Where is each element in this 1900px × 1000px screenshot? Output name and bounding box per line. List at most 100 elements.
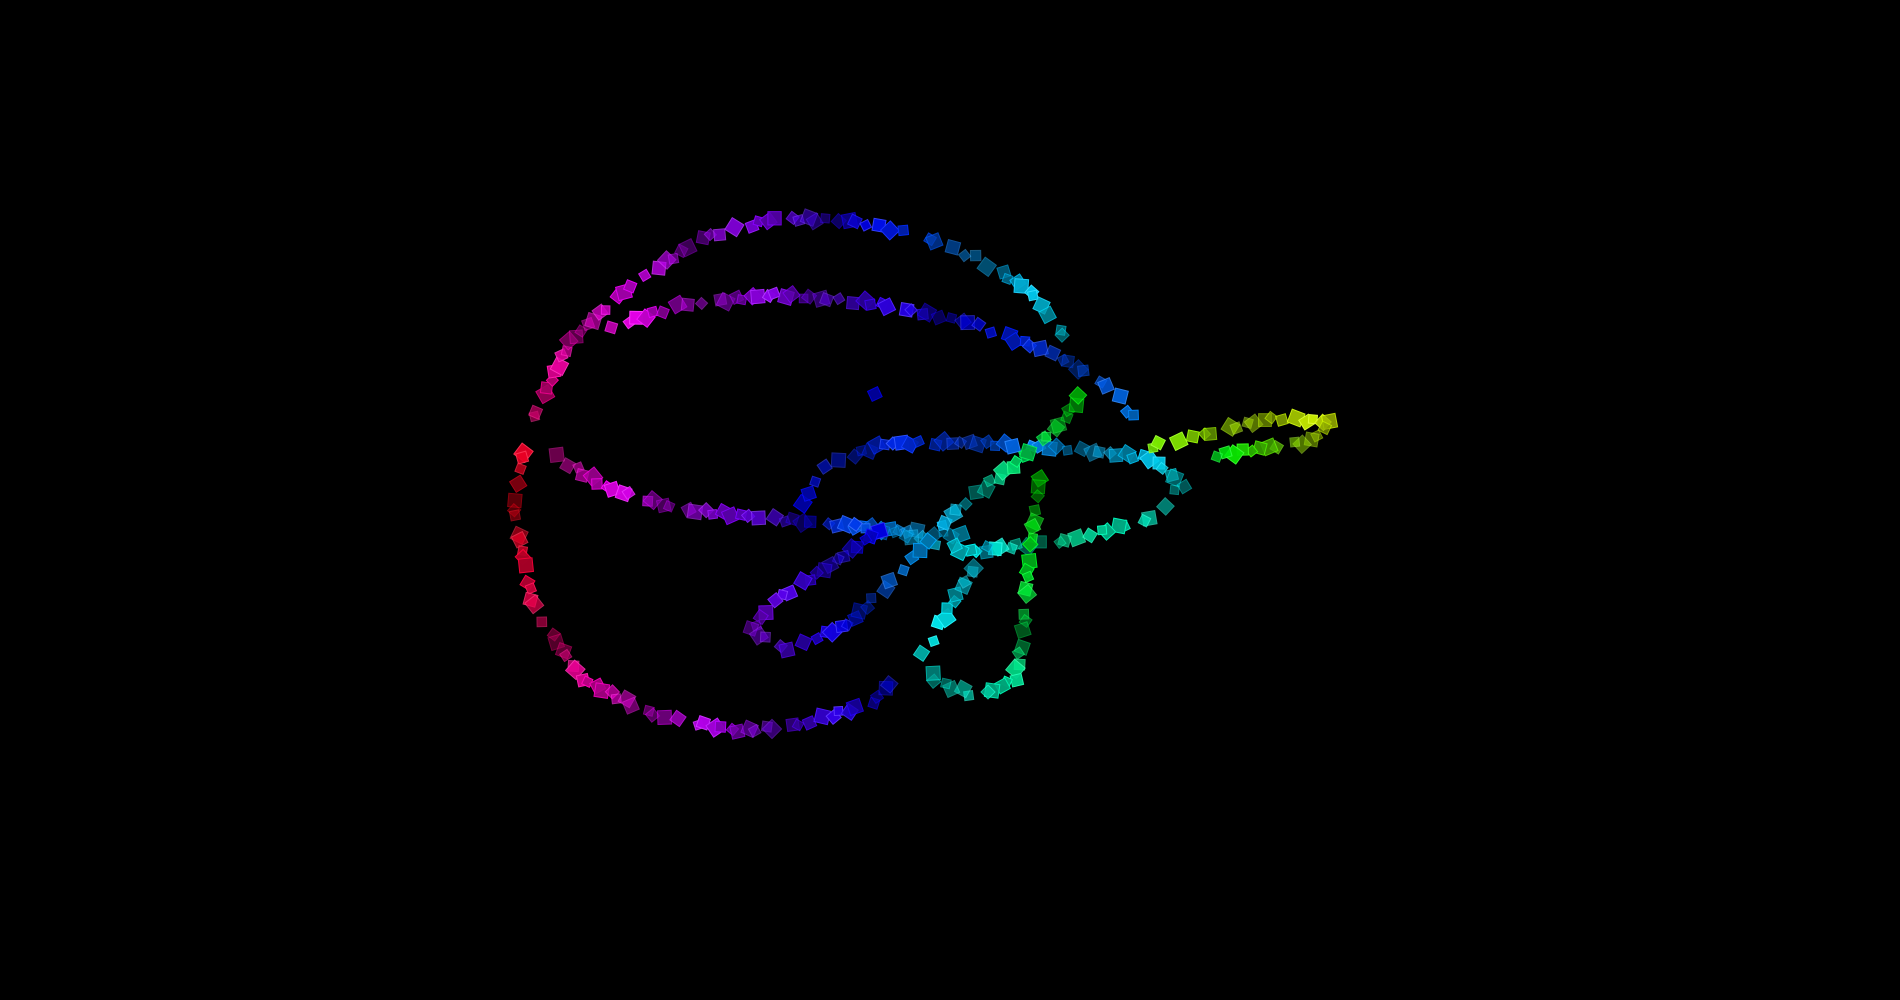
cube [514,462,527,475]
cube [1096,524,1108,536]
cube [1026,289,1039,302]
cube [1060,354,1075,369]
cube [1044,344,1062,362]
cube [1128,409,1139,421]
cube [1030,489,1045,504]
cube [971,316,987,332]
cube [1031,339,1049,358]
cube [559,457,577,475]
cube [809,475,822,488]
cube [656,709,673,725]
cube [1004,331,1024,352]
cube [859,218,873,232]
cube [1203,426,1218,442]
cube [782,284,801,304]
cube [845,697,864,717]
cube [1047,437,1066,456]
cube [767,211,782,226]
cube [982,474,997,488]
cube [930,309,947,326]
cube [1169,484,1180,496]
cube [794,633,813,652]
cube [714,720,727,733]
cube [680,297,695,312]
cube [548,446,565,464]
cube [767,286,781,301]
cube [1038,305,1057,325]
cube [800,288,818,305]
cube [912,542,928,559]
cube [1021,535,1039,553]
cube [904,303,918,317]
cube [897,564,910,577]
cube [944,238,962,256]
cube [976,256,998,278]
cube [957,248,972,263]
cube [805,212,824,231]
cube [524,594,545,615]
cube [1274,413,1289,427]
cube [751,510,767,526]
cube [604,320,619,335]
cube [600,305,611,315]
cube [945,312,958,324]
cube [1013,278,1030,294]
cube [864,298,877,311]
cube [621,485,636,501]
cube [515,450,530,465]
cube [1111,387,1129,405]
cube [1004,437,1022,455]
cube [747,723,762,738]
cube [958,497,973,511]
cube [818,291,835,308]
cube [646,305,659,319]
cube [510,530,529,549]
cube [667,252,680,265]
cube [980,684,996,700]
cube-trail [506,208,1339,740]
cube [644,707,661,723]
cube [1176,478,1193,495]
cube [1097,376,1115,395]
cube [897,224,910,237]
cube [1062,444,1073,456]
cube [927,635,940,648]
cube [1077,364,1090,378]
cube [793,571,813,591]
cube [912,435,925,448]
cube [912,644,931,662]
cube [941,602,953,615]
cube [1156,497,1175,516]
cube [1011,646,1026,660]
cube [591,478,603,490]
cube [1023,517,1042,536]
cube [508,474,528,494]
cube [1041,431,1052,442]
cube [940,677,952,690]
cube [1168,431,1189,452]
cube [536,616,548,628]
cube [1229,421,1244,436]
cube [949,503,962,516]
cube [528,404,544,420]
cube [919,532,938,550]
cube [713,228,727,242]
cube [759,631,771,643]
cube [880,571,899,590]
cube [1210,450,1224,463]
cube [1317,420,1333,436]
cube [662,499,676,513]
cube [879,674,899,694]
cube [969,249,982,262]
cube [898,528,914,544]
cube [804,515,817,528]
cube [946,537,964,555]
cube [1021,570,1035,584]
cube [1054,327,1070,343]
cube [622,279,638,294]
cube [1137,513,1152,528]
cube [655,305,670,320]
cube [1081,527,1098,544]
cube [1053,535,1067,550]
